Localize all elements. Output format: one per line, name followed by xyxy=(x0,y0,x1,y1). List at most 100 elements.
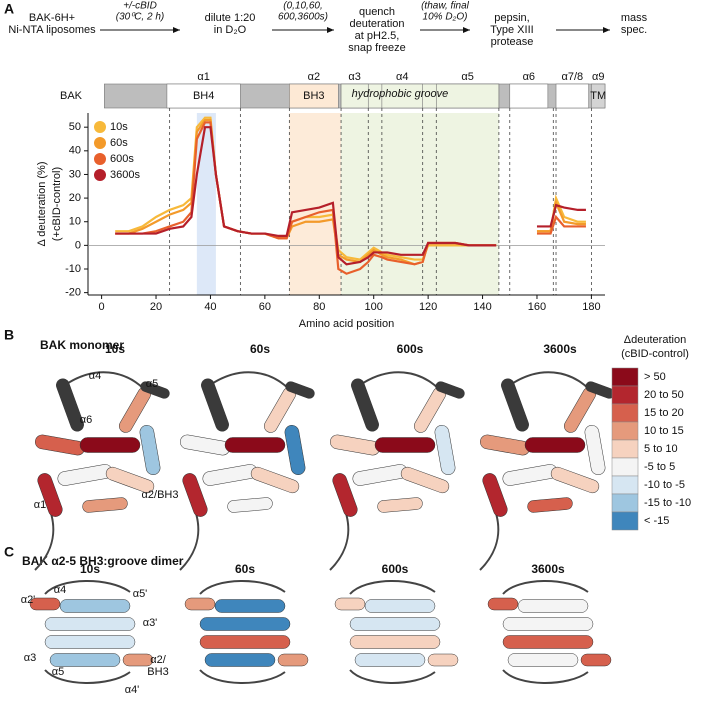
x-tick-label: 40 xyxy=(204,301,216,313)
workflow-step: spec. xyxy=(621,24,647,36)
domain-name: α5 xyxy=(461,71,473,83)
legend-marker xyxy=(94,153,106,165)
time-label: 10s xyxy=(105,342,125,356)
helix xyxy=(59,599,131,613)
y-tick-label: 40 xyxy=(69,145,81,157)
time-label: 10s xyxy=(80,562,100,576)
helix xyxy=(79,437,141,453)
domain-label: BH3 xyxy=(303,90,324,102)
legend-title: Δdeuteration xyxy=(624,334,686,346)
domain-name: α4 xyxy=(396,71,408,83)
workflow-step: protease xyxy=(491,36,534,48)
helix xyxy=(214,599,286,613)
domain xyxy=(340,83,369,109)
arrow-label: (0,10,60, xyxy=(283,1,322,12)
dimer-structure: 10s xyxy=(29,562,154,684)
loop xyxy=(329,509,350,571)
time-label: 60s xyxy=(250,342,270,356)
legend-label: 15 to 20 xyxy=(644,407,684,419)
time-label: 600s xyxy=(382,562,409,576)
helix xyxy=(507,653,579,667)
domain xyxy=(555,83,589,109)
loop xyxy=(502,580,589,595)
helix xyxy=(204,653,276,667)
loop xyxy=(349,580,436,595)
x-tick-label: 120 xyxy=(419,301,437,313)
legend-swatch xyxy=(611,511,639,531)
helix xyxy=(202,464,258,486)
helix xyxy=(354,653,426,667)
helix xyxy=(199,617,291,631)
arrow-label: 600,3600s) xyxy=(278,12,328,23)
legend-label: > 50 xyxy=(644,371,666,383)
helix xyxy=(44,617,136,631)
workflow-step: Type XIII xyxy=(490,24,533,36)
helix xyxy=(527,497,573,513)
arrow-label: +/-cBID xyxy=(123,1,157,12)
dimer-structure: 3600s xyxy=(487,562,612,684)
time-label: 3600s xyxy=(543,342,577,356)
legend-label: 5 to 10 xyxy=(644,443,678,455)
helix-label: α4 xyxy=(54,584,66,596)
helix xyxy=(400,466,450,494)
helix-label: α2' xyxy=(21,594,36,606)
legend-swatch xyxy=(611,385,639,405)
highlight-band xyxy=(341,113,499,295)
workflow-step: BAK-6H+ xyxy=(29,12,75,24)
y-tick-label: -10 xyxy=(65,263,81,275)
helix xyxy=(501,378,529,432)
helix xyxy=(35,434,85,456)
legend-swatch xyxy=(611,367,639,387)
helix xyxy=(502,617,594,631)
helix xyxy=(580,653,612,667)
loop xyxy=(209,371,291,391)
helix xyxy=(550,466,600,494)
helix xyxy=(352,464,408,486)
legend-swatch xyxy=(611,403,639,423)
workflow-step: pepsin, xyxy=(494,12,529,24)
workflow-step: in D₂O xyxy=(214,24,247,36)
arrow-label: (30⁰C, 2 h) xyxy=(116,12,164,23)
y-tick-label: -20 xyxy=(65,287,81,299)
domain xyxy=(509,83,549,109)
helix xyxy=(105,466,155,494)
helix xyxy=(140,381,170,399)
legend-label: 3600s xyxy=(110,169,140,181)
protein-structure: 600s xyxy=(329,342,465,571)
helix-label: α4' xyxy=(125,684,140,696)
helix xyxy=(480,434,530,456)
helix-label: α5' xyxy=(133,588,148,600)
domain xyxy=(435,83,500,109)
legend-swatch xyxy=(611,475,639,495)
domain-name: α7/8 xyxy=(562,71,584,83)
workflow-step: dilute 1:20 xyxy=(205,12,256,24)
panel-title: BAK monomer xyxy=(40,338,124,352)
x-tick-label: 100 xyxy=(365,301,383,313)
domain-label: BH4 xyxy=(193,90,214,102)
workflow-step: at pH2.5, xyxy=(355,30,400,42)
loop xyxy=(502,669,589,684)
domain xyxy=(289,83,339,109)
legend-swatch xyxy=(611,457,639,477)
helix xyxy=(334,597,366,611)
loop xyxy=(199,580,286,595)
helix xyxy=(584,425,606,475)
y-tick-label: 0 xyxy=(75,239,81,251)
helix xyxy=(285,381,315,399)
helix xyxy=(44,635,136,649)
helix xyxy=(277,653,309,667)
helix xyxy=(434,425,456,475)
legend-marker xyxy=(94,169,106,181)
legend-label: -5 to 5 xyxy=(644,461,675,473)
series-line xyxy=(115,126,586,266)
legend-title: (cBID-control) xyxy=(621,348,689,360)
legend-label: 20 to 50 xyxy=(644,389,684,401)
legend-label: 600s xyxy=(110,153,134,165)
helix-label: α2/ xyxy=(150,654,166,666)
workflow-step: mass xyxy=(621,12,648,24)
helix xyxy=(502,635,594,649)
helix-label: α3 xyxy=(24,652,36,664)
helix xyxy=(332,473,358,517)
helix xyxy=(349,635,441,649)
loop xyxy=(179,509,200,571)
